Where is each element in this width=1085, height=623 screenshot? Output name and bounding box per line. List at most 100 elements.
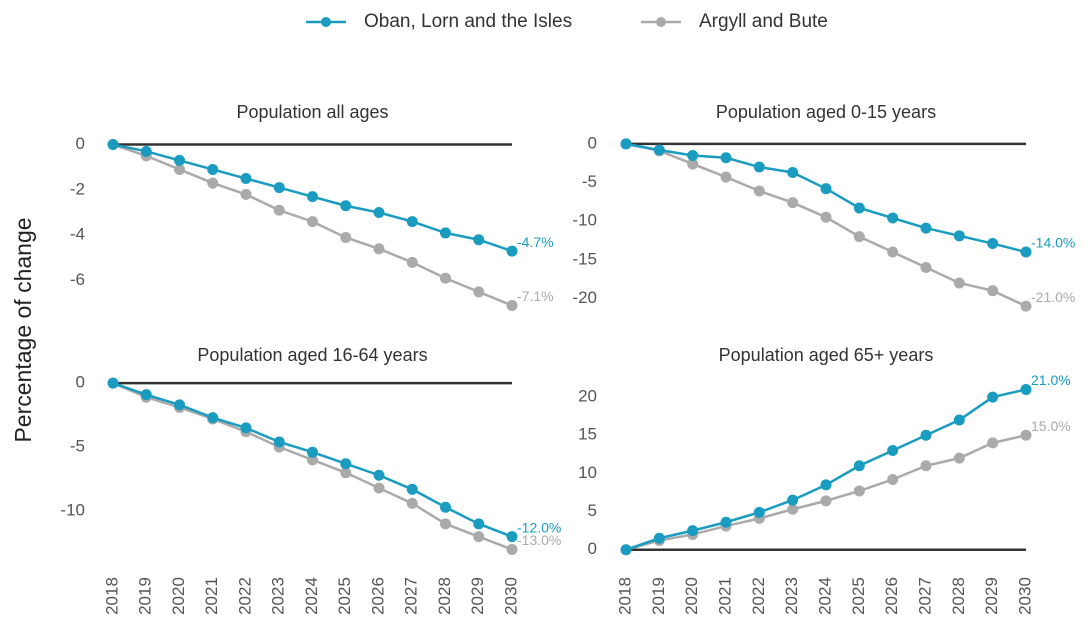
point: [307, 446, 318, 458]
legend: Oban, Lorn and the Isles Argyll and Bute: [306, 11, 828, 32]
x-tick-label: 2018: [102, 577, 121, 615]
value-label: -7.1%: [517, 288, 554, 304]
y-tick-label: 0: [76, 134, 85, 153]
y-tick-label: 0: [588, 133, 597, 152]
point: [473, 286, 485, 298]
point: [174, 154, 185, 166]
point: [1020, 246, 1032, 258]
series-line: [112, 381, 513, 551]
point: [506, 531, 518, 543]
point: [240, 188, 252, 200]
point: [440, 501, 451, 513]
point: [787, 166, 799, 178]
point: [787, 197, 799, 209]
x-tick-label: 2028: [949, 577, 968, 615]
point: [373, 482, 385, 494]
point: [720, 152, 732, 164]
point: [273, 182, 285, 194]
point: [440, 518, 451, 530]
point: [1020, 300, 1032, 312]
point: [987, 238, 999, 250]
value-label: 21.0%: [1031, 372, 1071, 388]
point: [720, 516, 732, 528]
point: [107, 139, 119, 151]
value-label: -13.0%: [517, 532, 561, 548]
point: [473, 234, 485, 246]
y-tick-label: -5: [582, 172, 597, 191]
point: [506, 299, 518, 311]
point: [240, 173, 252, 185]
point: [887, 474, 899, 485]
series-line: [625, 142, 1027, 308]
point: [953, 277, 965, 289]
point: [240, 422, 252, 434]
point: [987, 285, 999, 297]
x-tick-label: 2027: [915, 577, 934, 615]
point: [920, 460, 932, 472]
x-tick-label: 2020: [169, 577, 188, 615]
panel-title: Population all ages: [236, 102, 388, 122]
point: [753, 161, 765, 173]
y-tick-label: 0: [588, 539, 597, 558]
point: [207, 177, 219, 189]
point: [887, 445, 899, 456]
x-tick-label: 2030: [501, 577, 520, 615]
y-tick-label: -15: [572, 249, 597, 268]
point: [406, 497, 418, 509]
point: [753, 185, 765, 197]
point: [140, 389, 152, 401]
x-tick-label: 2021: [715, 577, 734, 615]
x-tick-label: 2022: [235, 577, 254, 615]
x-tick-label: 2023: [269, 577, 288, 615]
y-tick-label: 20: [578, 387, 597, 406]
x-tick-label: 2030: [1015, 577, 1034, 615]
y-tick-label: -5: [70, 437, 85, 456]
panel-title: Population aged 0-15 years: [716, 102, 936, 122]
legend-label: Oban, Lorn and the Isles: [364, 11, 572, 32]
point: [820, 183, 832, 195]
point: [107, 377, 119, 389]
point: [853, 231, 865, 243]
point: [987, 437, 999, 449]
point: [1020, 383, 1032, 395]
value-label: -12.0%: [517, 519, 561, 535]
x-tick-label: 2025: [335, 577, 354, 615]
point: [406, 256, 418, 268]
point: [620, 544, 632, 556]
point: [920, 222, 932, 234]
point: [753, 506, 765, 518]
point: [174, 399, 185, 411]
y-tick-label: 15: [578, 425, 597, 444]
point: [820, 479, 832, 491]
x-tick-label: 2026: [368, 577, 387, 615]
value-label: -21.0%: [1031, 289, 1075, 305]
point: [406, 483, 418, 495]
y-tick-label: 0: [76, 373, 85, 392]
y-tick-label: -2: [70, 179, 85, 198]
x-tick-label: 2024: [302, 577, 321, 615]
point: [987, 391, 999, 403]
point: [207, 163, 219, 175]
point: [653, 144, 665, 156]
x-tick-label: 2021: [202, 577, 221, 615]
x-tick-label: 2019: [649, 577, 668, 615]
point: [953, 414, 965, 426]
point: [820, 211, 832, 223]
x-tick-label: 2028: [435, 577, 454, 615]
y-axis-label: Percentage of change: [10, 217, 36, 442]
point: [340, 467, 352, 479]
point: [140, 145, 152, 157]
point: [687, 149, 699, 161]
x-tick-label: 2020: [682, 577, 701, 615]
point: [273, 204, 285, 216]
point: [653, 532, 665, 544]
point: [340, 200, 352, 212]
point: [887, 212, 899, 224]
point: [273, 436, 285, 448]
point: [440, 227, 451, 239]
x-tick-label: 2027: [402, 577, 421, 615]
point: [506, 245, 518, 257]
point: [207, 412, 219, 424]
point: [473, 518, 485, 530]
